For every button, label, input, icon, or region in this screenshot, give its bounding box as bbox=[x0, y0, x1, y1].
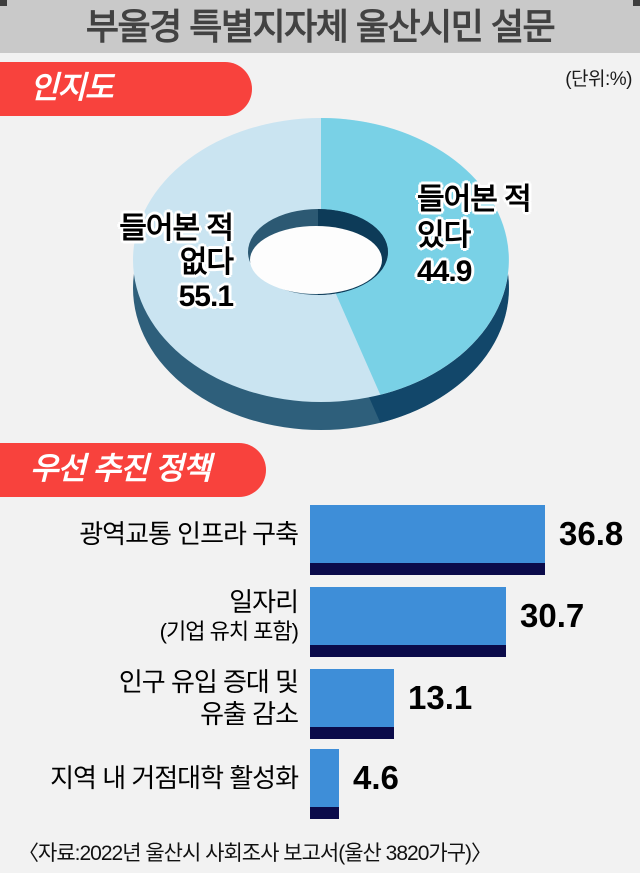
bar-value: 30.7 bbox=[520, 597, 585, 634]
bar-label: 광역교통 인프라 구축 bbox=[0, 505, 299, 563]
page-title: 부울경 특별지자체 울산시민 설문 bbox=[85, 6, 556, 47]
unit-label: (단위:%) bbox=[565, 69, 632, 90]
bar-label-line2: 유출 감소 bbox=[200, 699, 299, 729]
bar-value: 13.1 bbox=[408, 679, 473, 716]
bar-shadow bbox=[310, 807, 339, 819]
pie-label-no: 들어본 적 없다 55.1 bbox=[33, 212, 234, 314]
bar-value: 4.6 bbox=[353, 759, 399, 796]
bar-shadow bbox=[310, 563, 545, 575]
bar-label-line2: (기업 유치 포함) bbox=[159, 619, 299, 644]
donut-chart bbox=[133, 118, 509, 430]
bar-row: 일자리 (기업 유치 포함) 30.7 bbox=[0, 587, 640, 657]
pie-label-yes-value: 44.9 bbox=[417, 255, 472, 288]
title-bar: 부울경 특별지자체 울산시민 설문 bbox=[0, 0, 640, 53]
bar-label-line1: 일자리 bbox=[229, 587, 299, 617]
pie-label-no-value: 55.1 bbox=[178, 280, 234, 313]
bar-label: 지역 내 거점대학 활성화 bbox=[0, 749, 299, 807]
bar-label-line1: 인구 유입 증대 및 bbox=[118, 667, 299, 697]
corner-mark-left bbox=[0, 0, 7, 6]
pie-slice-yes bbox=[321, 118, 509, 395]
pie-label-yes-line2: 있다 bbox=[417, 219, 471, 252]
section-badge-awareness: 인지도 bbox=[0, 62, 252, 116]
section-badge-policy: 우선 추진 정책 bbox=[0, 443, 266, 497]
bar-shadow bbox=[310, 727, 394, 739]
pie-label-yes-line1: 들어본 적 bbox=[417, 183, 532, 216]
bar bbox=[310, 587, 506, 645]
bar-row: 광역교통 인프라 구축 36.8 bbox=[0, 505, 640, 575]
pie-label-no-line2: 없다 bbox=[179, 246, 234, 279]
pie-label-yes: 들어본 적 있다 44.9 bbox=[417, 182, 532, 290]
section-badge-awareness-label: 인지도 bbox=[30, 70, 114, 105]
bar bbox=[310, 749, 339, 807]
bar-label-line1: 지역 내 거점대학 활성화 bbox=[50, 763, 299, 793]
bar bbox=[310, 669, 394, 727]
pie-label-no-line1: 들어본 적 bbox=[119, 212, 234, 245]
bar-label: 일자리 (기업 유치 포함) bbox=[0, 587, 299, 645]
bar-row: 인구 유입 증대 및 유출 감소 13.1 bbox=[0, 667, 640, 739]
corner-mark-right bbox=[633, 0, 640, 6]
bar-label-line1: 광역교통 인프라 구축 bbox=[79, 519, 299, 549]
pie-hole-floor bbox=[250, 226, 382, 294]
bar-row: 지역 내 거점대학 활성화 4.6 bbox=[0, 749, 640, 819]
bar-label: 인구 유입 증대 및 유출 감소 bbox=[0, 667, 299, 729]
bar bbox=[310, 505, 545, 563]
bar-shadow bbox=[310, 645, 506, 657]
bar-value: 36.8 bbox=[559, 515, 624, 552]
section-badge-policy-label: 우선 추진 정책 bbox=[30, 451, 211, 486]
source-note: 〈자료:2022년 울산시 사회조사 보고서(울산 3820가구)〉 bbox=[18, 842, 492, 865]
